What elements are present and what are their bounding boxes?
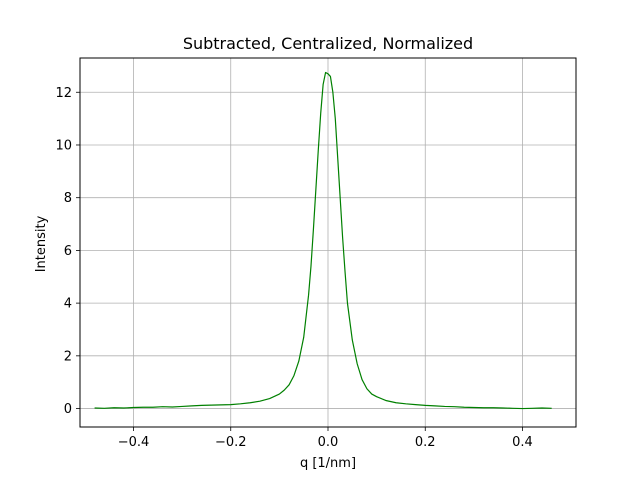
ticks: −0.4 −0.2 0.0 0.2 0.4 0 2 4 6 8 10 12	[55, 86, 532, 450]
y-tick-label: 4	[64, 297, 72, 312]
y-tick-label: 10	[55, 138, 72, 153]
chart-title: Subtracted, Centralized, Normalized	[183, 34, 473, 53]
x-tick-label: 0.4	[512, 435, 533, 450]
series-line-0	[94, 71, 552, 410]
x-tick-label: −0.2	[215, 435, 247, 450]
y-tick-label: 2	[64, 349, 72, 364]
y-axis-label: Intensity	[34, 215, 49, 272]
y-tick-label: 12	[55, 86, 72, 101]
y-tick-label: 6	[64, 244, 72, 259]
x-tick-label: −0.4	[118, 435, 150, 450]
x-tick-label: 0.2	[415, 435, 436, 450]
y-tick-label: 0	[64, 402, 72, 417]
series-layer	[94, 71, 552, 410]
x-tick-label: 0.0	[318, 435, 339, 450]
x-axis-label: q [1/nm]	[300, 456, 356, 471]
y-tick-label: 8	[64, 191, 72, 206]
grid	[80, 58, 576, 427]
